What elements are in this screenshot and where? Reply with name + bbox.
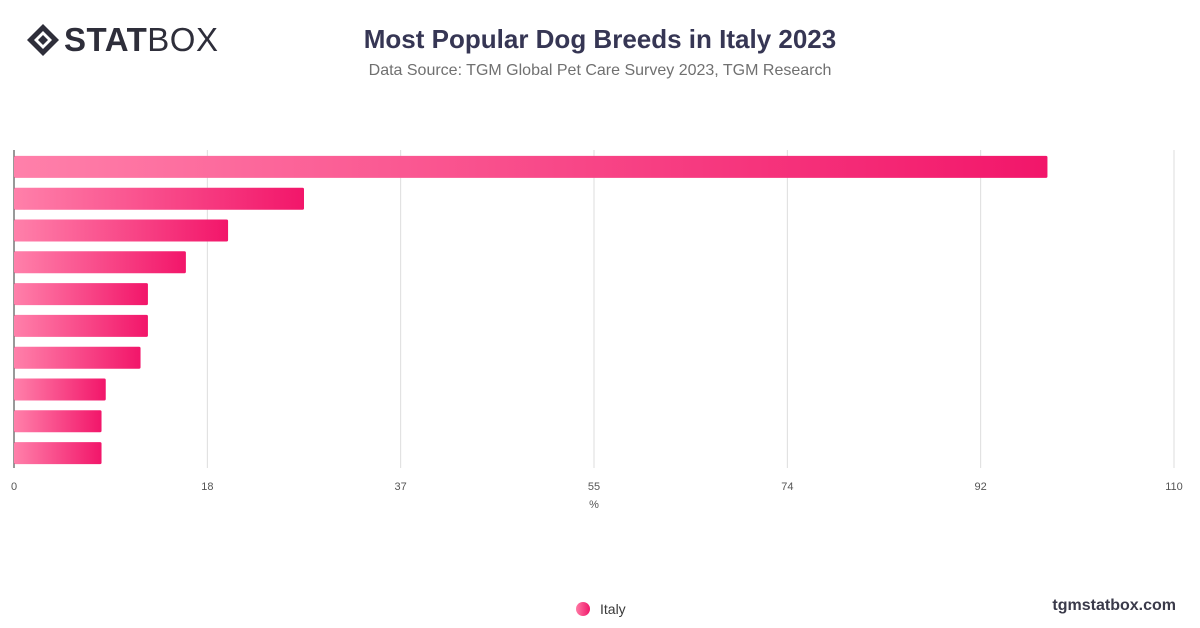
site-url: tgmstatbox.com <box>1052 597 1176 614</box>
bar[interactable] <box>14 346 141 369</box>
x-tick-label: 18 <box>201 481 213 493</box>
statbox-diamond-icon <box>27 24 59 56</box>
bar[interactable] <box>14 155 1048 178</box>
legend[interactable]: Italy <box>576 601 626 617</box>
bar[interactable] <box>14 442 102 465</box>
statbox-logo: STATBOX <box>26 22 218 58</box>
x-tick-label: 92 <box>975 481 987 493</box>
chart-title: Most Popular Dog Breeds in Italy 2023 <box>363 24 837 54</box>
legend-swatch <box>576 602 590 616</box>
x-tick-label: 37 <box>395 481 407 493</box>
bar[interactable] <box>14 378 106 401</box>
x-tick-label: 55 <box>588 481 600 493</box>
logo-text: STATBOX <box>64 21 219 58</box>
bars <box>14 155 1048 465</box>
bar[interactable] <box>14 283 148 306</box>
x-tick-labels: 0 18 37 55 74 92 110 <box>11 481 1183 493</box>
legend-label: Italy <box>600 601 626 617</box>
x-tick-label: 110 <box>1165 481 1183 493</box>
bar[interactable] <box>14 314 148 337</box>
bar[interactable] <box>14 187 304 210</box>
x-axis-label: % <box>589 499 599 511</box>
chart-subtitle: Data Source: TGM Global Pet Care Survey … <box>368 62 832 79</box>
bar[interactable] <box>14 410 102 433</box>
x-tick-label: 74 <box>781 481 793 493</box>
bar[interactable] <box>14 219 229 242</box>
x-tick-label: 0 <box>11 481 17 493</box>
bar[interactable] <box>14 251 186 274</box>
